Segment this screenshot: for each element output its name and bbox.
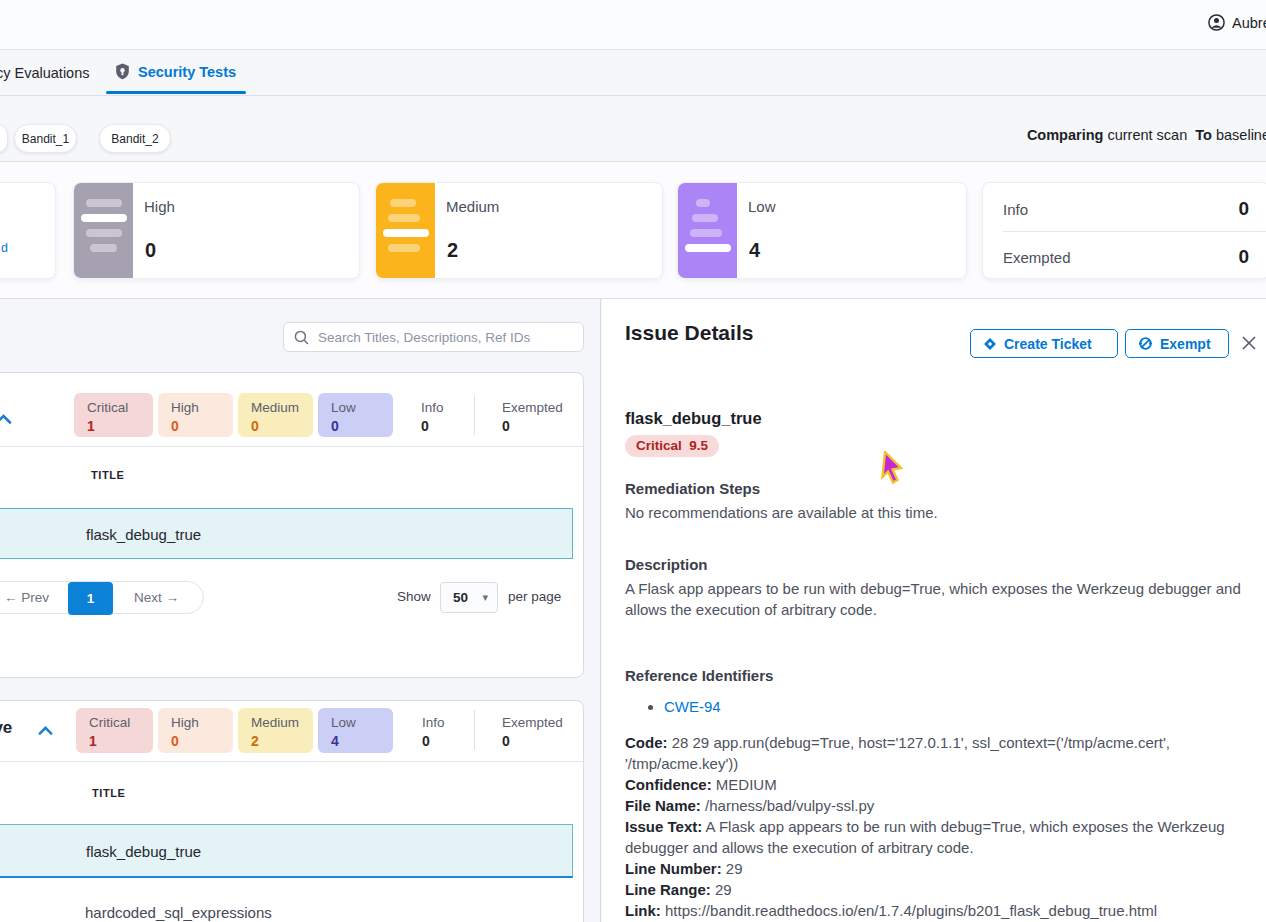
user-avatar-icon — [1208, 14, 1225, 31]
field-line-range: Line Range: 29 — [625, 879, 1253, 900]
chip-critical[interactable]: Critical1 — [76, 708, 153, 753]
chip-medium[interactable]: Medium2 — [238, 708, 313, 753]
field-file-name: File Name: /harness/bad/vulpy-ssl.py — [625, 795, 1253, 816]
field-link: Link: https://bandit.readthedocs.io/en/1… — [625, 900, 1253, 921]
severity-badge: Critical 9.5 — [625, 435, 719, 457]
issue-row-flask-debug-true[interactable]: flask_debug_true — [0, 508, 573, 559]
bullet-dot — [648, 705, 653, 710]
issue-row-hardcoded-sql-expressions[interactable]: hardcoded_sql_expressions — [85, 904, 272, 921]
issue-group-card-1: Critical1 High0 Medium0 Low0 Info0 Exemp… — [0, 372, 584, 678]
user-name: Aubre — [1232, 15, 1266, 31]
high-severity-card: High 0 — [73, 182, 360, 279]
low-severity-card: Low 4 — [677, 182, 967, 279]
exempted-label: Exempted — [1003, 249, 1071, 266]
low-card-count: 4 — [749, 239, 760, 262]
per-page-label: per page — [508, 589, 561, 604]
low-severity-icon — [678, 183, 737, 278]
chip-low[interactable]: Low0 — [318, 393, 393, 437]
cwe-link[interactable]: CWE-94 — [664, 698, 721, 715]
ticket-diamond-icon — [983, 337, 997, 351]
active-tab-underline — [106, 91, 246, 94]
group-header-divider — [0, 761, 583, 762]
collapse-chevron-icon[interactable] — [38, 725, 53, 736]
info-value: 0 — [1238, 198, 1249, 220]
issue-fields: Code: 28 29 app.run(debug=True, host='12… — [625, 732, 1253, 921]
medium-severity-card: Medium 2 — [375, 182, 663, 279]
description-heading: Description — [625, 556, 708, 573]
title-column-header: TITLE — [92, 787, 126, 799]
pagination-prev[interactable]: ← Prev — [4, 590, 49, 605]
low-card-label: Low — [748, 198, 776, 215]
field-line-number: Line Number: 29 — [625, 858, 1253, 879]
issue-details-panel: Issue Details Create Ticket Exempt flask… — [602, 299, 1266, 922]
scan-pill-bandit-1[interactable]: Bandit_1 — [14, 124, 77, 153]
info-exempted-card: Info 0 Exempted 0 — [982, 182, 1266, 279]
chip-info[interactable]: Info0 — [409, 708, 469, 753]
exempt-icon — [1138, 336, 1153, 351]
issue-row-flask-debug-true[interactable]: flask_debug_true — [0, 824, 573, 878]
reference-heading: Reference Identifiers — [625, 667, 773, 684]
medium-severity-icon — [376, 183, 435, 278]
severity-summary-band: d High 0 Medium 2 — [0, 162, 1266, 299]
tab-security-tests[interactable]: Security Tests — [115, 63, 236, 80]
create-ticket-button[interactable]: Create Ticket — [970, 329, 1118, 358]
remediation-text: No recommendations are available at this… — [625, 502, 1250, 523]
scan-pill-partial[interactable] — [0, 124, 8, 153]
partial-link-text[interactable]: d — [1, 241, 8, 255]
user-menu[interactable]: Aubre — [1208, 14, 1266, 31]
field-issue-text: Issue Text: A Flask app appears to be ru… — [625, 816, 1253, 858]
issues-list-panel: Search Titles, Descriptions, Ref IDs Cri… — [0, 299, 601, 922]
medium-card-count: 2 — [447, 239, 458, 262]
comparing-label: Comparing current scan To baseline — [1027, 127, 1266, 143]
search-placeholder: Search Titles, Descriptions, Ref IDs — [318, 330, 530, 345]
chip-low[interactable]: Low4 — [318, 708, 393, 753]
pagination: ← Prev 1 Next → — [0, 581, 204, 614]
chip-divider — [474, 395, 475, 435]
description-text: A Flask app appears to be run with debug… — [625, 578, 1250, 620]
chip-info[interactable]: Info0 — [408, 393, 468, 437]
remediation-heading: Remediation Steps — [625, 480, 760, 497]
pagination-page-1[interactable]: 1 — [68, 582, 113, 615]
search-icon — [294, 330, 309, 345]
tab-bar: cy Evaluations Security Tests — [0, 50, 1266, 96]
exempted-value: 0 — [1238, 246, 1249, 268]
chip-critical[interactable]: Critical1 — [74, 393, 153, 437]
shield-icon — [115, 63, 130, 80]
page-size-select[interactable]: 50 ▾ — [440, 582, 498, 613]
critical-card-partial: d — [0, 182, 56, 279]
issue-group-card-2: tive Critical1 High0 Medium2 Low4 Info0 — [0, 700, 584, 922]
issue-name: flask_debug_true — [625, 409, 762, 428]
chevron-down-icon: ▾ — [482, 591, 488, 604]
mouse-cursor — [880, 451, 906, 487]
chip-divider — [474, 710, 475, 750]
medium-card-label: Medium — [446, 198, 499, 215]
collapse-chevron-icon[interactable] — [0, 413, 12, 425]
show-label: Show — [397, 589, 431, 604]
close-icon[interactable] — [1241, 335, 1257, 351]
group-header-divider — [0, 446, 583, 447]
field-code: Code: 28 29 app.run(debug=True, host='12… — [625, 732, 1253, 774]
search-input[interactable]: Search Titles, Descriptions, Ref IDs — [283, 322, 584, 352]
chip-high[interactable]: High0 — [158, 708, 233, 753]
high-card-label: High — [144, 198, 175, 215]
tab-policy-evaluations[interactable]: cy Evaluations — [0, 65, 90, 81]
scan-pill-bandit-2[interactable]: Bandit_2 — [99, 124, 171, 153]
main-section: Search Titles, Descriptions, Ref IDs Cri… — [0, 299, 1266, 922]
chip-medium[interactable]: Medium0 — [238, 393, 313, 437]
tab-security-tests-label: Security Tests — [138, 64, 236, 80]
pagination-next[interactable]: Next → — [134, 590, 179, 605]
chip-high[interactable]: High0 — [158, 393, 233, 437]
top-bar: Aubre — [0, 0, 1266, 50]
field-confidence: Confidence: MEDIUM — [625, 774, 1253, 795]
title-column-header: TITLE — [91, 469, 125, 481]
high-severity-icon — [74, 183, 133, 278]
chip-exempted[interactable]: Exempted0 — [489, 393, 569, 437]
info-label: Info — [1003, 201, 1028, 218]
high-card-count: 0 — [145, 239, 156, 262]
issue-details-title: Issue Details — [625, 321, 753, 345]
chip-exempted[interactable]: Exempted0 — [489, 708, 569, 753]
exempt-button[interactable]: Exempt — [1125, 329, 1229, 358]
group-title-fragment: tive — [0, 718, 12, 738]
filter-row: Bandit_1 Bandit_2 Comparing current scan… — [0, 96, 1266, 162]
